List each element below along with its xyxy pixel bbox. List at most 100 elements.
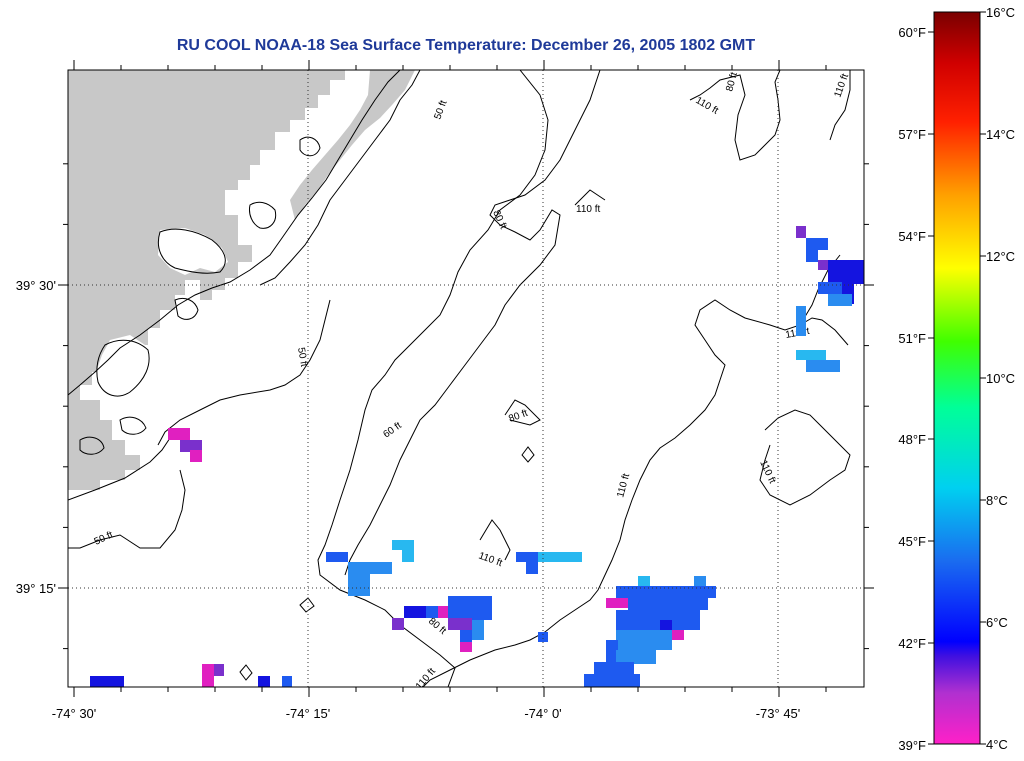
colorbar-c-label: 6°C xyxy=(986,615,1008,630)
sst-pixel xyxy=(796,350,826,360)
contour-shoal xyxy=(239,664,253,681)
barrier-island xyxy=(290,70,415,220)
contour-label: 110 ft xyxy=(576,204,600,215)
contour-110ft-c xyxy=(829,70,851,141)
sst-pixel xyxy=(472,620,484,640)
sst-pixel xyxy=(828,260,864,284)
colorbar xyxy=(933,11,981,745)
sst-pixel xyxy=(348,562,392,574)
land-mass xyxy=(68,70,345,400)
sst-pixel xyxy=(190,450,202,462)
sst-pixel xyxy=(282,676,292,687)
sst-pixel xyxy=(806,360,840,372)
sst-pixel xyxy=(638,576,650,586)
sst-pixel xyxy=(796,306,806,336)
contour-60ft xyxy=(317,70,549,687)
sst-pixel xyxy=(806,238,828,250)
contour-label: 50 ft xyxy=(295,347,309,368)
contour-80ft-small xyxy=(504,399,541,426)
contour-50ft-a xyxy=(259,70,421,286)
colorbar-fahrenheit-labels: 60°F 57°F 54°F 51°F 48°F 45°F 42°F 39°F xyxy=(898,25,926,753)
x-axis-labels: -74° 30' -74° 15' -74° 0' -73° 45' xyxy=(52,706,801,721)
sst-pixel xyxy=(616,630,672,650)
sst-pixel xyxy=(392,540,414,550)
contour-label: 80 ft xyxy=(724,71,740,93)
x-tick-label: -73° 45' xyxy=(756,706,801,721)
sst-pixel xyxy=(628,598,708,610)
colorbar-f-label: 51°F xyxy=(898,331,926,346)
sst-pixel xyxy=(796,226,806,238)
sst-pixel xyxy=(818,260,828,270)
colorbar-c-label: 14°C xyxy=(986,127,1015,142)
axis-ticks xyxy=(58,60,874,697)
sst-pixel xyxy=(348,574,370,596)
x-tick-label: -74° 30' xyxy=(52,706,97,721)
map-title: RU COOL NOAA-18 Sea Surface Temperature:… xyxy=(176,37,756,54)
colorbar-c-label: 12°C xyxy=(986,249,1015,264)
sst-pixel xyxy=(672,630,684,640)
colorbar-f-label: 54°F xyxy=(898,229,926,244)
sst-pixel xyxy=(460,642,472,652)
sst-pixel xyxy=(448,596,492,620)
sst-pixel xyxy=(526,562,538,574)
bay xyxy=(158,228,228,275)
contour-shoal xyxy=(299,597,315,613)
sst-pixel xyxy=(616,650,656,664)
sst-pixel xyxy=(806,250,818,262)
sst-pixel xyxy=(828,294,852,306)
map-frame xyxy=(67,69,865,688)
sst-pixel xyxy=(258,676,270,687)
coastline xyxy=(68,70,401,501)
contour-50ft-c xyxy=(68,469,186,549)
contour-110ft-f xyxy=(759,409,851,506)
sst-pixel xyxy=(402,550,414,562)
colorbar-f-label: 60°F xyxy=(898,25,926,40)
sst-pixel xyxy=(538,552,582,562)
x-tick-label: -74° 0' xyxy=(524,706,561,721)
contour-110ft-a xyxy=(689,70,781,161)
sst-pixel xyxy=(404,606,426,618)
contour-110ft-b xyxy=(574,189,606,206)
sst-pixel xyxy=(538,632,548,642)
sst-pixel xyxy=(392,618,404,630)
sst-pixel xyxy=(214,664,224,676)
contour-110ft-g xyxy=(479,519,511,561)
y-tick-label: 39° 30' xyxy=(16,278,56,293)
sst-pixels xyxy=(90,226,864,687)
contour-shoal xyxy=(521,446,535,463)
sst-pixel xyxy=(448,618,472,630)
colorbar-f-label: 39°F xyxy=(898,738,926,753)
land-mass-south xyxy=(68,400,140,490)
sst-pixel xyxy=(180,440,202,452)
contour-110ft-d xyxy=(422,254,841,687)
sst-pixel xyxy=(616,586,716,598)
x-tick-label: -74° 15' xyxy=(286,706,331,721)
contour-50ft-b xyxy=(157,299,331,446)
colorbar-f-label: 45°F xyxy=(898,534,926,549)
contour-110ft-e xyxy=(799,317,849,346)
sst-pixel xyxy=(438,606,448,618)
sst-pixel xyxy=(606,640,618,662)
sst-pixel xyxy=(594,662,634,676)
sst-pixel xyxy=(460,630,472,642)
sst-pixel xyxy=(90,676,124,687)
colorbar-f-label: 42°F xyxy=(898,636,926,651)
sst-pixel xyxy=(616,610,700,630)
sst-pixel xyxy=(326,552,348,562)
colorbar-c-label: 10°C xyxy=(986,371,1015,386)
sst-pixel xyxy=(584,674,640,687)
contour-80ft xyxy=(344,70,601,576)
y-axis-labels: 39° 30' 39° 15' xyxy=(16,278,56,596)
sst-pixel xyxy=(202,664,214,687)
bathymetry-contours xyxy=(68,70,851,687)
y-tick-label: 39° 15' xyxy=(16,581,56,596)
sst-pixel xyxy=(516,552,538,562)
colorbar-ticks xyxy=(928,11,986,745)
colorbar-f-label: 48°F xyxy=(898,432,926,447)
colorbar-f-label: 57°F xyxy=(898,127,926,142)
graticule xyxy=(68,70,864,687)
bay xyxy=(95,335,150,400)
sst-pixel xyxy=(694,576,706,586)
colorbar-c-label: 16°C xyxy=(986,5,1015,20)
